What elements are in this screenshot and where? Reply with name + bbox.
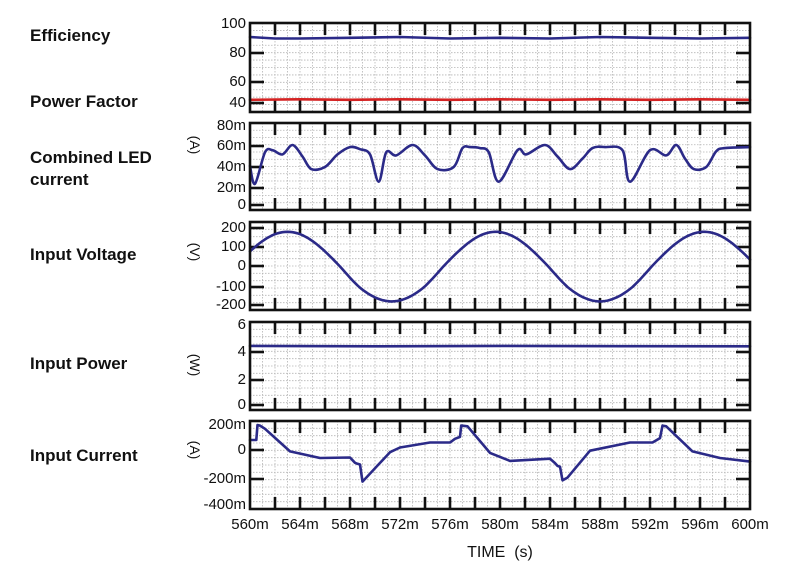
plot-frame-input-current bbox=[248, 419, 752, 511]
y-tick-label: -400m bbox=[203, 496, 246, 513]
y-tick-label: 2 bbox=[237, 371, 246, 388]
y-tick-label: 80 bbox=[229, 44, 246, 61]
x-tick-label: 572m bbox=[381, 516, 419, 533]
plot-frame-input-power bbox=[248, 320, 752, 412]
y-tick-label: 80m bbox=[216, 117, 246, 134]
y-tick-label: 100 bbox=[220, 15, 246, 32]
y-tick-label: 100 bbox=[220, 238, 246, 255]
y-tick-label: -200m bbox=[203, 470, 246, 487]
y-tick-label: 200m bbox=[208, 416, 246, 433]
series-input-voltage bbox=[248, 230, 752, 303]
plot-frame-led-current bbox=[248, 121, 752, 212]
x-tick-label: 560m bbox=[231, 516, 269, 533]
x-tick-label: 564m bbox=[281, 516, 319, 533]
y-tick-label: -200 bbox=[215, 296, 246, 313]
plot-frame-efficiency-pf bbox=[248, 21, 752, 114]
y-tick-label: 40 bbox=[229, 94, 246, 111]
label-combined-led-current-line2: current bbox=[30, 170, 89, 189]
y-tick-label: 60m bbox=[216, 137, 246, 154]
x-tick-label: 584m bbox=[531, 516, 569, 533]
series-input-current bbox=[248, 423, 752, 483]
x-tick-label: 596m bbox=[681, 516, 719, 533]
y-tick-label: 60 bbox=[229, 73, 246, 90]
y-tick-label: 20m bbox=[216, 179, 246, 196]
series-efficiency bbox=[248, 35, 752, 40]
label-power-factor: Power Factor bbox=[30, 92, 138, 111]
label-input-current: Input Current bbox=[30, 446, 138, 465]
x-axis-title: TIME (s) bbox=[467, 544, 533, 561]
x-tick-label: 580m bbox=[481, 516, 519, 533]
x-tick-label: 576m bbox=[431, 516, 469, 533]
x-tick-label: 600m bbox=[731, 516, 769, 533]
y-tick-label: 6 bbox=[237, 316, 246, 333]
plot-frame-input-voltage bbox=[248, 220, 752, 312]
series-power-factor bbox=[248, 98, 752, 102]
y-tick-label: 200 bbox=[220, 219, 246, 236]
y-tick-label: 0 bbox=[237, 196, 246, 213]
label-combined-led-current-line1: Combined LED bbox=[30, 148, 152, 167]
y-tick-label: 0 bbox=[237, 257, 246, 274]
x-tick-label: 588m bbox=[581, 516, 619, 533]
y-tick-label: 0 bbox=[237, 441, 246, 458]
label-input-voltage: Input Voltage bbox=[30, 245, 137, 264]
y-tick-label: -100 bbox=[215, 278, 246, 295]
x-tick-label: 592m bbox=[631, 516, 669, 533]
label-input-power: Input Power bbox=[30, 354, 128, 373]
y-tick-label: 0 bbox=[237, 396, 246, 413]
label-efficiency: Efficiency bbox=[30, 26, 111, 45]
series-combined-led-current bbox=[248, 143, 752, 186]
y-tick-label: 40m bbox=[216, 158, 246, 175]
x-tick-label: 568m bbox=[331, 516, 369, 533]
y-tick-label: 4 bbox=[237, 343, 246, 360]
